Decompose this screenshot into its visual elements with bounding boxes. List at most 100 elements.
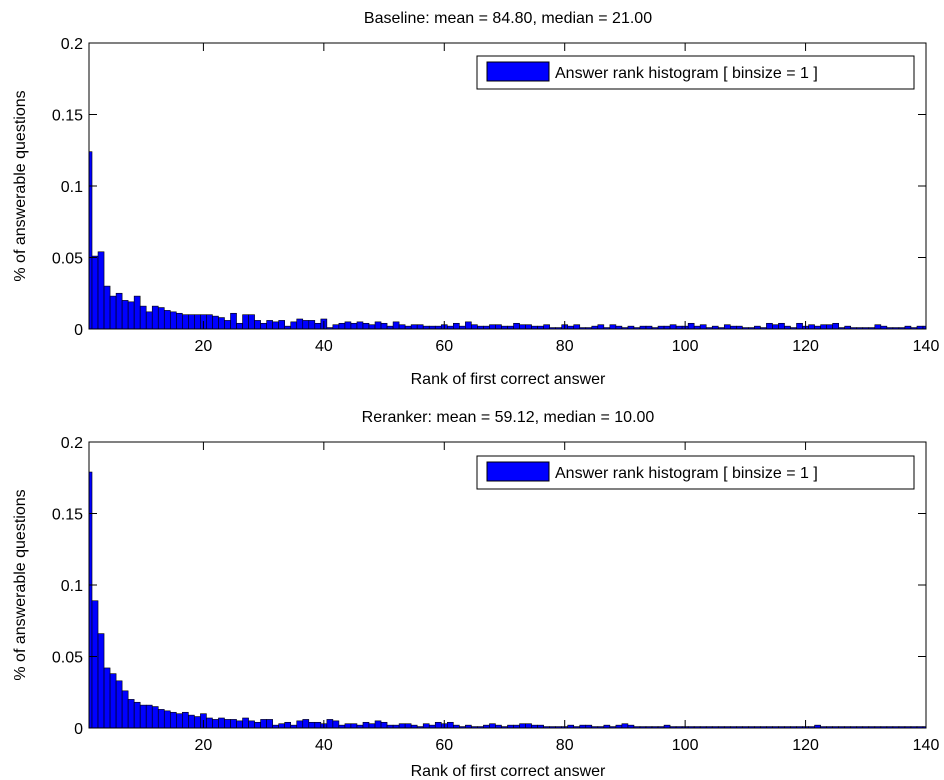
histogram-bar: [362, 322, 370, 330]
y-tick-label: 0: [74, 322, 83, 339]
legend-swatch: [486, 461, 550, 482]
y-axis-label: % of answerable questions: [12, 90, 29, 281]
histogram-bar: [169, 711, 177, 729]
plot-area: [89, 442, 926, 728]
histogram-bar: [248, 314, 255, 330]
histogram-bar: [489, 723, 496, 729]
x-tick-label: 60: [435, 737, 453, 754]
histogram-bar: [163, 310, 171, 330]
histogram-bar: [176, 312, 183, 330]
histogram-bar: [163, 710, 171, 729]
histogram-bar: [176, 713, 183, 729]
histogram-bar: [669, 324, 677, 330]
histogram-bar: [139, 305, 147, 330]
histogram-bar: [284, 721, 292, 729]
histogram-bar: [368, 723, 376, 729]
bar-group: [88, 471, 927, 729]
histogram-bar: [446, 721, 454, 729]
histogram-bar: [687, 322, 695, 330]
histogram-bar: [206, 314, 213, 330]
histogram-bar: [398, 723, 406, 729]
histogram-bar: [218, 317, 225, 330]
histogram-bar: [157, 307, 165, 330]
x-axis-label: Rank of first correct answer: [411, 371, 606, 388]
histogram-bar: [194, 716, 201, 729]
x-tick-label: 100: [672, 338, 699, 355]
y-tick-label: 0: [74, 721, 83, 738]
x-tick-label: 20: [195, 737, 213, 754]
histogram-bar: [109, 295, 117, 330]
histogram-bar: [91, 600, 99, 729]
y-tick-label: 0.2: [61, 36, 83, 53]
histogram-bar: [272, 321, 279, 330]
histogram-bar: [416, 324, 424, 330]
x-ticks: 20 40 60 80 100 120 140: [195, 442, 939, 754]
histogram-bar: [374, 720, 382, 729]
histogram-bar: [157, 709, 165, 729]
histogram-bar: [242, 717, 249, 729]
histogram-bar: [410, 324, 418, 330]
chart-title: Baseline: mean = 84.80, median = 21.00: [364, 10, 652, 27]
y-tick-label: 0.15: [52, 507, 83, 524]
histogram-bar: [302, 719, 310, 729]
histogram-bar: [188, 314, 195, 330]
histogram-bar: [115, 680, 123, 729]
x-tick-label: 20: [195, 338, 213, 355]
chart-baseline: Baseline: mean = 84.80, median = 21.00 %…: [12, 10, 939, 388]
histogram-bar: [260, 719, 267, 729]
histogram-bar: [392, 321, 400, 330]
y-tick-label: 0.1: [61, 578, 83, 595]
histogram-bar: [308, 721, 316, 729]
plot-frame: [88, 441, 927, 729]
histogram-bar: [182, 314, 189, 330]
histogram-bar: [368, 324, 376, 330]
histogram-bar: [230, 312, 237, 330]
histogram-bar: [453, 322, 460, 330]
x-tick-label: 40: [315, 338, 333, 355]
y-tick-label: 0.05: [52, 650, 83, 667]
histogram-bar: [471, 324, 478, 330]
chart-title: Reranker: mean = 59.12, median = 10.00: [362, 409, 655, 426]
x-tick-label: 120: [792, 737, 819, 754]
legend: Answer rank histogram [ binsize = 1 ]: [476, 455, 915, 490]
histogram-bar: [808, 324, 815, 330]
histogram-bar: [103, 285, 111, 330]
histogram-bar: [434, 721, 442, 729]
histogram-bar: [212, 315, 219, 330]
histogram-bar: [380, 721, 388, 729]
histogram-bar: [151, 706, 159, 729]
histogram-bar: [224, 320, 231, 330]
histogram-bar: [127, 699, 135, 729]
legend-box: [476, 455, 915, 490]
histogram-bar: [380, 322, 388, 330]
histogram-bar: [338, 322, 346, 330]
legend-label: Answer rank histogram [ binsize = 1 ]: [555, 65, 818, 82]
histogram-bar: [230, 719, 237, 729]
histogram-bar: [224, 719, 231, 729]
legend: Answer rank histogram [ binsize = 1 ]: [476, 55, 915, 90]
histogram-bar: [254, 320, 261, 330]
histogram-bar: [236, 322, 243, 330]
y-axis-label: % of answerable questions: [12, 489, 29, 680]
chart-reranker: Reranker: mean = 59.12, median = 10.00 %…: [12, 409, 939, 780]
histogram-bar: [778, 322, 785, 330]
histogram-bar: [465, 321, 472, 330]
histogram-bar: [766, 322, 773, 330]
histogram-bar: [314, 721, 322, 729]
histogram-bar: [820, 324, 827, 330]
histogram-bar: [182, 711, 189, 729]
histogram-bar: [133, 295, 141, 330]
histogram-bar: [826, 324, 833, 330]
x-tick-label: 40: [315, 737, 333, 754]
histogram-bar: [772, 324, 779, 330]
x-tick-label: 140: [913, 338, 940, 355]
histogram-bar: [139, 704, 147, 729]
x-tick-label: 60: [435, 338, 453, 355]
histogram-bar: [308, 320, 316, 330]
histogram-bar: [296, 720, 304, 729]
histogram-bar: [832, 322, 839, 330]
plot-area: [89, 43, 926, 329]
histogram-bar: [302, 320, 310, 330]
histogram-bar: [121, 300, 129, 330]
y-tick-label: 0.1: [61, 179, 83, 196]
